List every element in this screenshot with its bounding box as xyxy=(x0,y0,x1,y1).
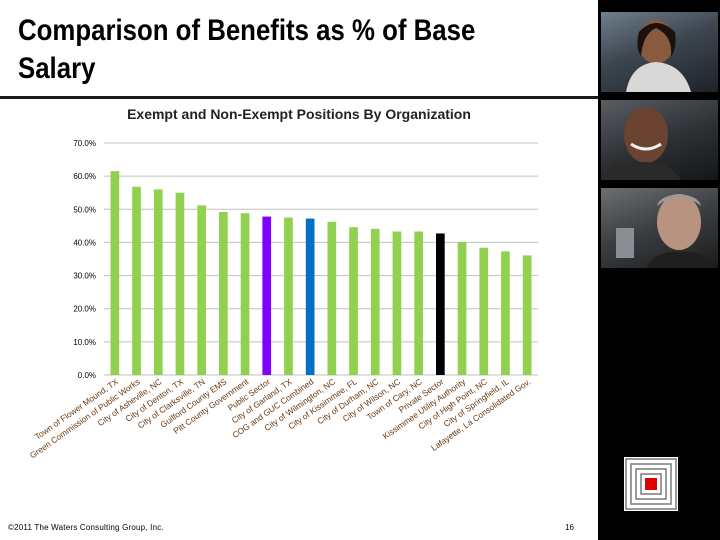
benefits-bar-chart: Exempt and Non-Exempt Positions By Organ… xyxy=(28,106,538,460)
y-tick-label: 0.0% xyxy=(78,371,96,380)
bar xyxy=(305,218,315,375)
bar xyxy=(501,251,510,375)
smiling-man-photo xyxy=(601,100,718,180)
bar xyxy=(436,233,445,375)
y-tick-label: 40.0% xyxy=(73,238,96,247)
y-axis-ticks: 0.0% 10.0% 20.0% 30.0% 40.0% 50.0% 60.0% 70.0% xyxy=(73,139,96,380)
y-tick-label: 20.0% xyxy=(73,305,96,314)
bar xyxy=(197,205,206,375)
y-tick-label: 60.0% xyxy=(73,172,96,181)
bar xyxy=(175,192,185,375)
bar xyxy=(327,221,337,375)
copyright-footer: ©2011 The Waters Consulting Group, Inc. xyxy=(8,523,164,532)
bar xyxy=(132,186,141,375)
bar xyxy=(479,247,489,375)
bar xyxy=(392,231,402,375)
title-rule xyxy=(0,96,598,99)
page-number: 16 xyxy=(565,523,574,532)
y-tick-label: 50.0% xyxy=(73,205,96,214)
y-tick-label: 10.0% xyxy=(73,338,96,347)
bar xyxy=(284,217,293,375)
bar xyxy=(110,171,120,375)
x-tick-label: Town of Flower Mound, TX xyxy=(33,376,121,441)
nested-squares-logo xyxy=(624,457,678,511)
bars xyxy=(110,171,532,375)
bar xyxy=(219,211,228,375)
bar xyxy=(153,189,163,375)
gridlines xyxy=(104,142,538,376)
bar xyxy=(349,227,358,375)
right-panel xyxy=(598,0,720,540)
bar xyxy=(522,255,532,375)
bar xyxy=(370,228,380,375)
bar xyxy=(414,231,423,375)
slide-title: Comparison of Benefits as % of Base Sala… xyxy=(18,14,476,85)
bar xyxy=(262,216,272,375)
bar xyxy=(457,242,467,375)
businessman-photo xyxy=(601,188,718,268)
smiling-woman-photo xyxy=(601,12,718,92)
y-tick-label: 30.0% xyxy=(73,272,96,281)
bar xyxy=(240,213,250,375)
y-tick-label: 70.0% xyxy=(73,139,96,148)
chart-title: Exempt and Non-Exempt Positions By Organ… xyxy=(127,106,471,122)
